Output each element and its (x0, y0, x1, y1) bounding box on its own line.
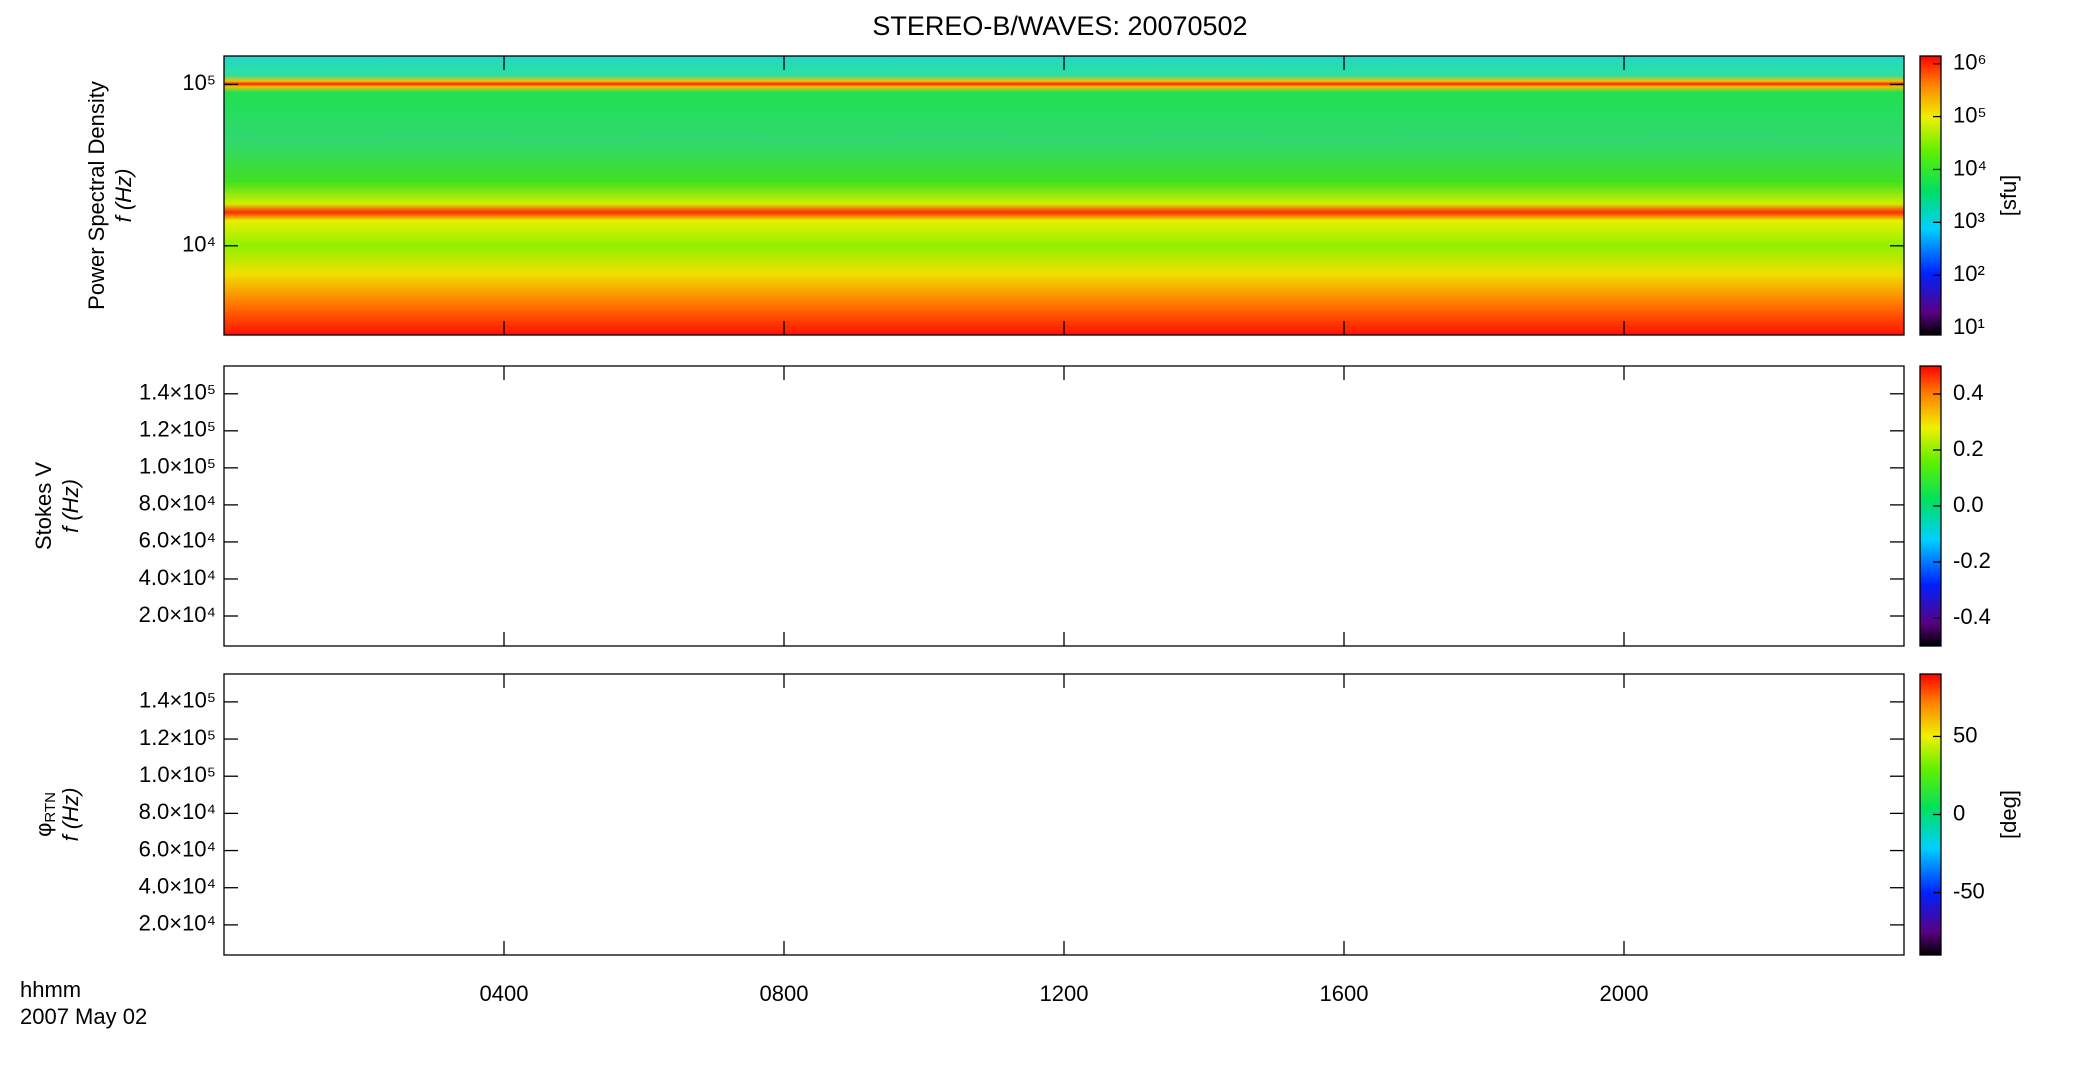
y-tick-label: 1.2×10⁵ (139, 725, 216, 750)
y-tick-label: 6.0×10⁴ (139, 836, 216, 861)
x-tick-label: 0400 (480, 981, 529, 1006)
y-tick-label: 1.2×10⁵ (139, 417, 216, 442)
colorbar-tick-label: 0.2 (1953, 436, 1984, 461)
quantity: Stokes V (31, 462, 56, 550)
y-tick-label: 2.0×10⁴ (139, 602, 216, 627)
colorbar-tick-label: 10⁴ (1953, 155, 1987, 180)
y-tick-label: 1.4×10⁵ (139, 380, 216, 405)
colorbar-label: [sfu] (1996, 175, 2021, 217)
y-tick-label: 1.0×10⁵ (139, 454, 216, 479)
colorbar-tick-label: 0 (1953, 800, 1965, 825)
colorbar-label: [deg] (1996, 790, 2021, 839)
y-unit-label: f (Hz) (111, 169, 136, 223)
y-tick-label: 8.0×10⁴ (139, 491, 216, 516)
y-tick-label: 10⁵ (182, 70, 216, 95)
y-tick-label: 4.0×10⁴ (139, 565, 216, 590)
colorbar-tick-label: 10² (1953, 261, 1985, 286)
colorbar (1919, 55, 1942, 336)
title: STEREO-B/WAVES: 20070502 (872, 11, 1247, 41)
colorbar-tick-label: -0.4 (1953, 604, 1991, 629)
y-unit-label: f (Hz) (58, 788, 83, 842)
date-label: 2007 May 02 (20, 1004, 147, 1029)
y-quantity-label: Power Spectral Density (84, 81, 109, 310)
colorbar-tick-label: -0.2 (1953, 548, 1991, 573)
y-unit-label: f (Hz) (58, 479, 83, 533)
colorbar-tick-label: 0.0 (1953, 492, 1984, 517)
colorbar-tick-label: 10¹ (1953, 314, 1985, 339)
colorbar-tick-label: -50 (1953, 878, 1985, 903)
y-tick-label: 8.0×10⁴ (139, 799, 216, 824)
quantity: Power Spectral Density (84, 81, 109, 310)
quantity: φ (31, 823, 56, 837)
plot-frame (223, 673, 1905, 956)
y-tick-label: 1.4×10⁵ (139, 688, 216, 713)
colorbar-tick-label: 0.4 (1953, 380, 1984, 405)
spectrogram (224, 56, 1904, 335)
x-tick-label: 0800 (760, 981, 809, 1006)
colorbar-tick-label: 50 (1953, 722, 1977, 747)
y-quantity-label: φRTN (31, 792, 59, 837)
x-axis-label: hhmm (20, 977, 81, 1002)
colorbar-tick-label: 10⁶ (1953, 50, 1987, 75)
x-tick-label: 1200 (1040, 981, 1089, 1006)
colorbar-tick-label: 10⁵ (1953, 102, 1987, 127)
quantity-subscript: RTN (42, 792, 59, 823)
x-tick-label: 1600 (1320, 981, 1369, 1006)
y-tick-label: 6.0×10⁴ (139, 528, 216, 553)
colorbar-tick-label: 10³ (1953, 208, 1985, 233)
x-tick-label: 2000 (1600, 981, 1649, 1006)
y-tick-label: 10⁴ (182, 232, 216, 257)
y-tick-label: 1.0×10⁵ (139, 762, 216, 787)
y-tick-label: 4.0×10⁴ (139, 874, 216, 899)
y-tick-label: 2.0×10⁴ (139, 911, 216, 936)
y-quantity-label: Stokes V (31, 462, 56, 550)
plot-frame (223, 365, 1905, 647)
